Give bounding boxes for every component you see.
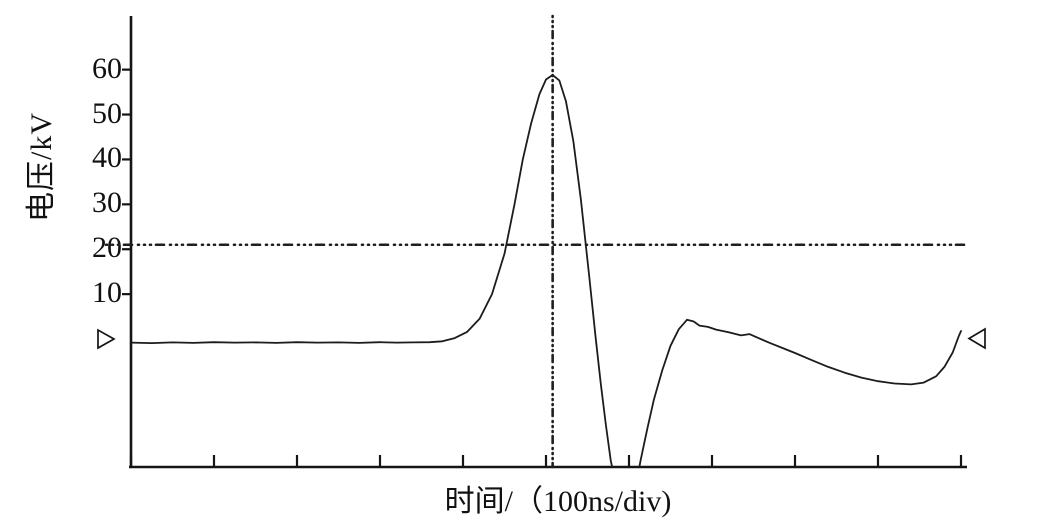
y-tick-label: 50 [92, 96, 122, 130]
y-tick-label: 60 [92, 51, 122, 85]
y-tick-label: 10 [92, 276, 122, 310]
y-tick-label: 40 [92, 141, 122, 175]
ground-marker-left-icon [97, 328, 116, 350]
y-tick-label: 30 [92, 186, 122, 220]
ground-marker-right-icon [967, 327, 986, 350]
waveform-trace [131, 74, 962, 467]
x-axis-label: 时间/（100ns/div) [444, 485, 672, 518]
y-tick-label: 20 [92, 231, 122, 265]
